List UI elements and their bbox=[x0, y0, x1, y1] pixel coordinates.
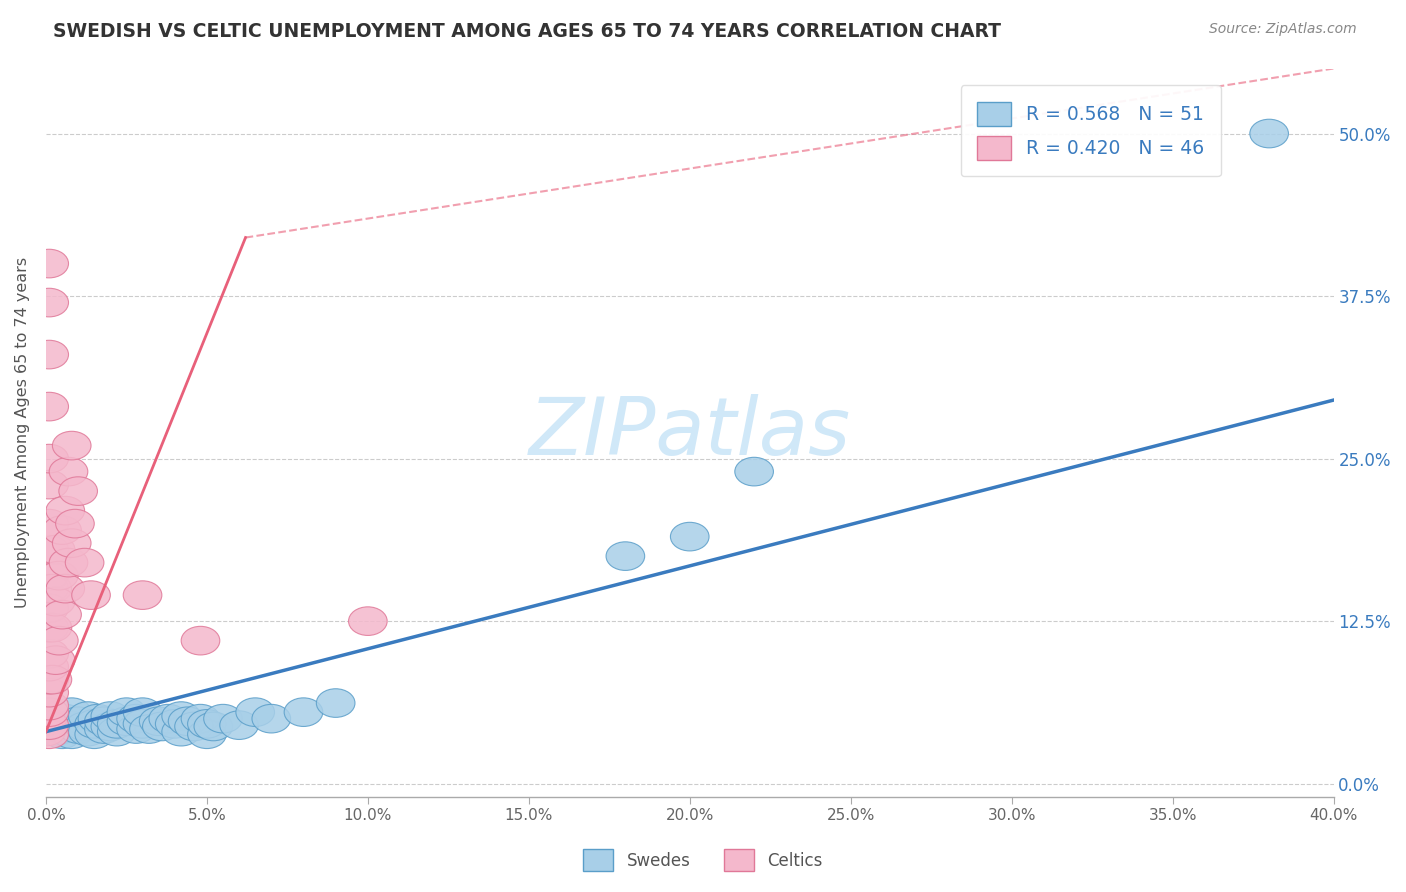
Text: ZIPatlas: ZIPatlas bbox=[529, 393, 851, 472]
Legend: Swedes, Celtics: Swedes, Celtics bbox=[575, 841, 831, 880]
Y-axis label: Unemployment Among Ages 65 to 74 years: Unemployment Among Ages 65 to 74 years bbox=[15, 257, 30, 608]
Text: Source: ZipAtlas.com: Source: ZipAtlas.com bbox=[1209, 22, 1357, 37]
Text: SWEDISH VS CELTIC UNEMPLOYMENT AMONG AGES 65 TO 74 YEARS CORRELATION CHART: SWEDISH VS CELTIC UNEMPLOYMENT AMONG AGE… bbox=[53, 22, 1001, 41]
Legend: R = 0.568   N = 51, R = 0.420   N = 46: R = 0.568 N = 51, R = 0.420 N = 46 bbox=[960, 85, 1222, 177]
